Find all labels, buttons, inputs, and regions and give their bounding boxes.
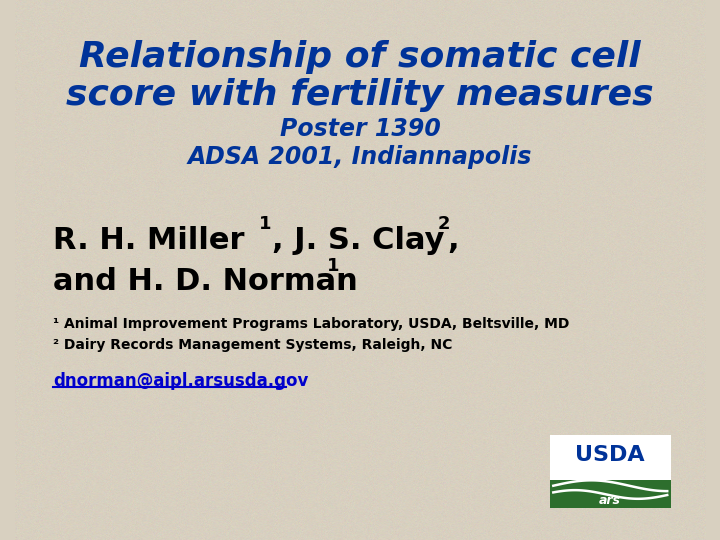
Text: ² Dairy Records Management Systems, Raleigh, NC: ² Dairy Records Management Systems, Rale…	[53, 338, 452, 352]
Text: ars: ars	[599, 494, 621, 507]
Text: ¹ Animal Improvement Programs Laboratory, USDA, Beltsville, MD: ¹ Animal Improvement Programs Laboratory…	[53, 317, 569, 331]
Text: , J. S. Clay: , J. S. Clay	[272, 226, 445, 255]
FancyBboxPatch shape	[550, 435, 670, 508]
Text: R. H. Miller: R. H. Miller	[53, 226, 244, 255]
Text: ,: ,	[448, 226, 459, 255]
Text: 1: 1	[327, 256, 339, 275]
Text: ADSA 2001, Indiannapolis: ADSA 2001, Indiannapolis	[188, 145, 532, 168]
Text: 1: 1	[258, 215, 271, 233]
Text: Poster 1390: Poster 1390	[279, 117, 441, 140]
Text: 2: 2	[438, 215, 451, 233]
Text: USDA: USDA	[575, 445, 645, 465]
Text: and H. D. Norman: and H. D. Norman	[53, 267, 358, 296]
Text: Relationship of somatic cell: Relationship of somatic cell	[79, 40, 641, 73]
Bar	[550, 480, 670, 508]
Text: score with fertility measures: score with fertility measures	[66, 78, 654, 111]
Text: dnorman@aipl.arsusda.gov: dnorman@aipl.arsusda.gov	[53, 372, 308, 390]
